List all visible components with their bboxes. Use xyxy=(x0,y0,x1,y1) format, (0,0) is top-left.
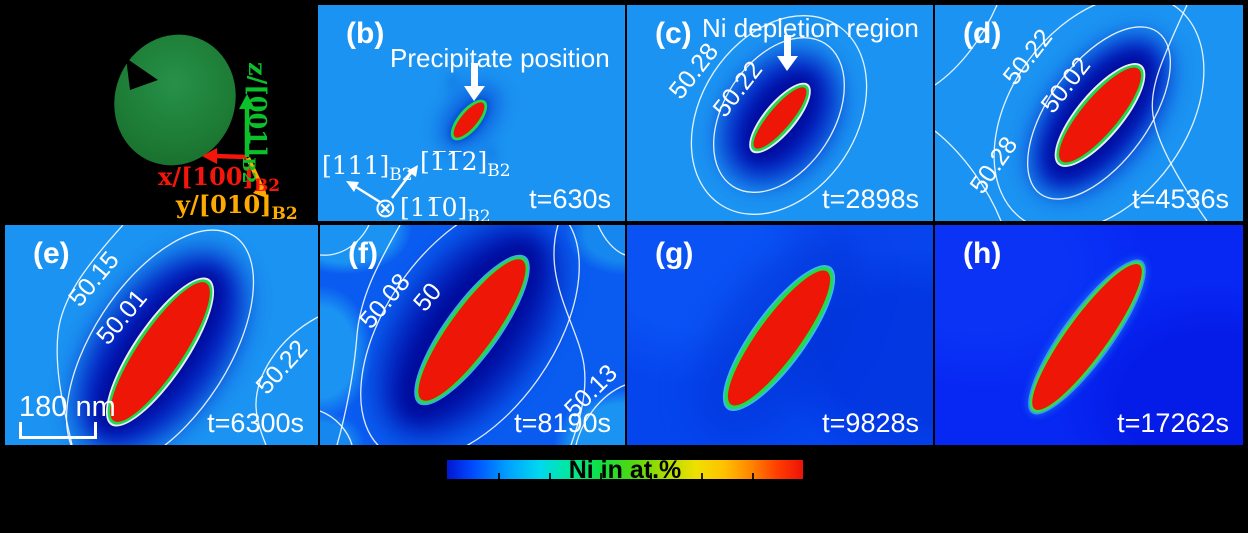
direction-112-sub: B2 xyxy=(487,161,511,181)
precipitate-position-annotation: Precipitate position xyxy=(390,43,610,73)
down-arrow-icon xyxy=(464,63,485,101)
y-axis-label-sub: B2 xyxy=(271,203,298,222)
direction-111-text: [111] xyxy=(322,151,390,180)
timestamp: t=9828s xyxy=(822,408,919,438)
concentration-smudge xyxy=(446,71,460,93)
colorbar-label: Ni in at.% xyxy=(568,456,682,484)
panel-b: (b) Precipitate position [111]B2 [1̅1̅2]… xyxy=(318,5,625,221)
panel-d: (d) 50.22 50.02 50.28 t=4536s xyxy=(935,5,1243,221)
z-axis-label-text: z/[001] xyxy=(243,62,272,158)
panel-letter: (f) xyxy=(348,237,378,270)
panel-f: (f) 50.08 50 50.13 t=8190s xyxy=(320,225,625,445)
timestamp: t=17262s xyxy=(1117,408,1229,438)
colorbar-tick xyxy=(549,473,551,479)
panel-g: (g) t=9828s xyxy=(627,225,933,445)
direction-label-111: [111]B2 xyxy=(322,151,413,185)
down-arrow-icon xyxy=(777,35,798,71)
z-axis-label: z/[001]B2 xyxy=(238,62,272,183)
colorbar-tick xyxy=(498,473,500,479)
direction-110-text: [11̅0] xyxy=(400,193,468,221)
contour-label: 50.28 xyxy=(964,131,1024,199)
panel-e: (e) 50.15 50.01 50.22 180 nm t=6300s xyxy=(5,225,318,445)
panel-letter: (e) xyxy=(33,237,70,270)
panel-letter: (h) xyxy=(963,237,1002,270)
panel-letter: (g) xyxy=(655,237,694,270)
colorbar-tick xyxy=(600,473,602,479)
ni-depletion-annotation: Ni depletion region xyxy=(702,13,919,43)
direction-111-sub: B2 xyxy=(389,165,413,185)
panel-a-3d-precipitate: x/[100]B2 z/[001]B2 y/[010]B2 xyxy=(0,0,316,222)
y-axis-label-text: y/[010] xyxy=(176,190,272,219)
contour-label: 50.22 xyxy=(250,334,314,400)
colorbar: Ni in at.% xyxy=(447,456,803,484)
timestamp: t=6300s xyxy=(207,408,304,438)
panel-c: (c) Ni depletion region 50.28 50.22 t=28… xyxy=(627,5,933,221)
z-axis-label-sub: B2 xyxy=(238,157,259,184)
timestamp: t=2898s xyxy=(822,184,919,214)
panel-letter: (d) xyxy=(963,17,1002,50)
direction-label-112: [1̅1̅2]B2 xyxy=(420,147,511,181)
direction-label-110: [11̅0]B2 xyxy=(400,193,491,221)
direction-110-sub: B2 xyxy=(467,207,491,221)
timestamp: t=630s xyxy=(529,184,611,214)
precipitate-3d-shape xyxy=(96,17,254,183)
panel-h: (h) t=17262s xyxy=(935,225,1243,445)
y-axis-label: y/[010]B2 xyxy=(176,190,298,222)
concentration-smudge xyxy=(484,143,498,165)
panel-letter: (b) xyxy=(346,17,385,50)
x-axis-label-text: x/[100] xyxy=(158,162,254,191)
timestamp: t=8190s xyxy=(514,408,611,438)
precipitate xyxy=(1014,249,1160,425)
scale-bar xyxy=(19,422,97,439)
timestamp: t=4536s xyxy=(1132,184,1229,214)
direction-112-text: [1̅1̅2] xyxy=(420,147,488,176)
colorbar-tick xyxy=(701,473,703,479)
into-page-symbol: ⊗ xyxy=(374,193,397,221)
scale-bar-label: 180 nm xyxy=(19,391,116,423)
colorbar-tick xyxy=(650,473,652,479)
panel-letter: (c) xyxy=(655,17,692,50)
colorbar-tick xyxy=(752,473,754,479)
